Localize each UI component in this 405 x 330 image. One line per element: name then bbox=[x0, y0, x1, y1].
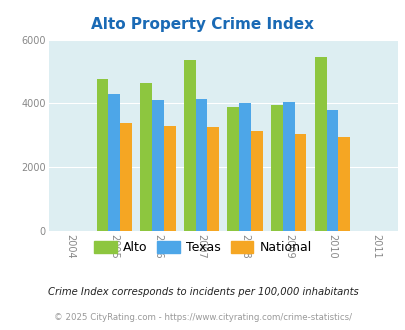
Bar bbox=[195, 99, 207, 231]
Bar bbox=[294, 134, 306, 231]
Bar bbox=[108, 94, 120, 231]
Text: © 2025 CityRating.com - https://www.cityrating.com/crime-statistics/: © 2025 CityRating.com - https://www.city… bbox=[54, 313, 351, 322]
Bar bbox=[151, 100, 163, 231]
Bar bbox=[183, 60, 195, 231]
Bar bbox=[96, 80, 108, 231]
Bar bbox=[239, 103, 250, 231]
Bar bbox=[314, 57, 326, 231]
Bar bbox=[163, 126, 175, 231]
Bar bbox=[326, 110, 337, 231]
Bar bbox=[227, 107, 239, 231]
Bar bbox=[337, 137, 349, 231]
Text: Alto Property Crime Index: Alto Property Crime Index bbox=[91, 17, 314, 32]
Bar bbox=[140, 83, 151, 231]
Bar bbox=[207, 127, 219, 231]
Bar bbox=[271, 105, 282, 231]
Text: Crime Index corresponds to incidents per 100,000 inhabitants: Crime Index corresponds to incidents per… bbox=[47, 287, 358, 297]
Bar bbox=[282, 102, 294, 231]
Bar bbox=[120, 122, 132, 231]
Legend: Alto, Texas, National: Alto, Texas, National bbox=[89, 236, 316, 259]
Bar bbox=[250, 130, 262, 231]
